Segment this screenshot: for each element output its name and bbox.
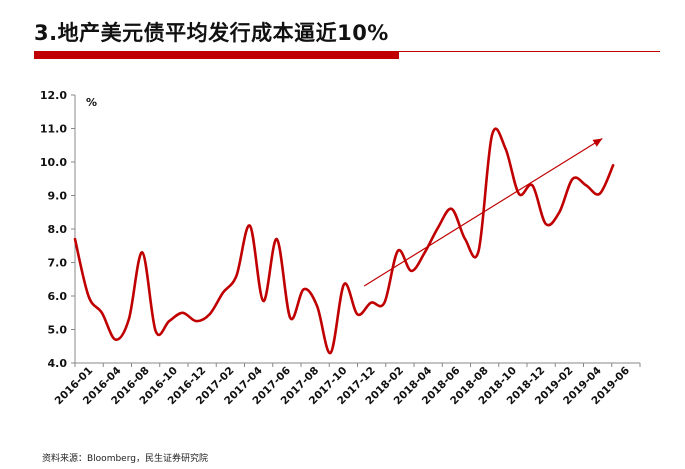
title-underline-thick — [34, 52, 399, 59]
y-tick-label: 11.0 — [40, 123, 67, 136]
plot-area — [73, 127, 615, 355]
y-tick-labels: 4.0 5.0 6.0 7.0 8.0 9.0 10.0 11.0 12.0 — [40, 89, 67, 370]
chart-axes — [71, 94, 641, 367]
y-tick-label: 8.0 — [48, 223, 68, 236]
y-tick-label: 9.0 — [48, 190, 68, 203]
slide-title: 3.地产美元债平均发行成本逼近10% — [34, 21, 389, 45]
trend-arrow — [363, 138, 603, 287]
y-axis-unit: % — [86, 96, 97, 109]
y-tick-label: 10.0 — [40, 156, 67, 169]
y-tick-label: 12.0 — [40, 89, 67, 102]
y-tick-label: 4.0 — [48, 357, 68, 370]
title-underline-thin — [34, 51, 660, 52]
trend-arrow-head — [592, 138, 603, 147]
y-tick-label: 5.0 — [48, 324, 68, 337]
series-line — [73, 127, 615, 355]
y-tick-label: 7.0 — [48, 257, 68, 270]
source-note: 资料来源：Bloomberg，民生证券研究院 — [42, 454, 208, 464]
x-tick-labels: 2016-012016-042016-082016-102016-122017-… — [53, 365, 632, 408]
y-tick-label: 6.0 — [48, 290, 68, 303]
